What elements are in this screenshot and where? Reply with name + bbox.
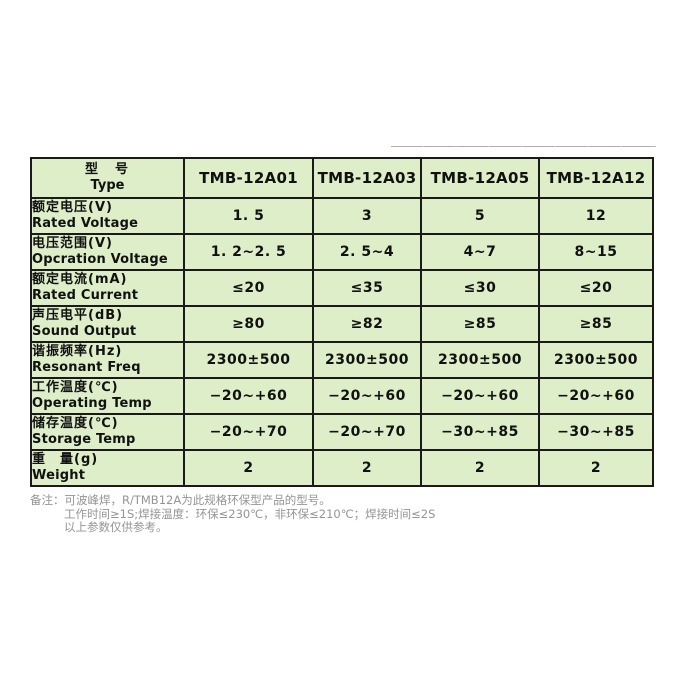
row-label-storage-temp: 储存温度(℃) Storage Temp [30, 413, 185, 451]
cell-value: −20~+60 [420, 377, 540, 415]
cell-value: 1. 2~2. 5 [183, 233, 314, 271]
cell-value: ≥85 [538, 305, 654, 343]
table-row-sound-output: 声压电平(dB) Sound Output ≥80 ≥82 ≥85 ≥85 [30, 305, 654, 343]
row-label-en: Opcration Voltage [32, 252, 168, 267]
header-model-tmb12a03: TMB-12A03 [312, 157, 422, 199]
table-row-operating-temp: 工作温度(℃) Operating Temp −20~+60 −20~+60 −… [30, 377, 654, 415]
cell-value: 2 [183, 449, 314, 487]
header-type-label-en: Type [90, 178, 125, 193]
row-label-en: Resonant Freq [32, 360, 141, 375]
row-label-resonant-freq: 谐振频率(Hz) Resonant Freq [30, 341, 185, 379]
header-model-tmb12a05: TMB-12A05 [420, 157, 540, 199]
table-row-resonant-freq: 谐振频率(Hz) Resonant Freq 2300±500 2300±500… [30, 341, 654, 379]
row-label-cn: 谐振频率(Hz) [32, 344, 123, 359]
cell-value: −30~+85 [420, 413, 540, 451]
cell-value: ≥80 [183, 305, 314, 343]
row-label-en: Weight [32, 468, 86, 483]
cell-value: 2 [312, 449, 422, 487]
row-label-sound-output: 声压电平(dB) Sound Output [30, 305, 185, 343]
footnote-line-2: 工作时间≥1S;焊接温度：环保≤230℃，非环保≤210℃；焊接时间≤2S [64, 506, 436, 521]
cell-value: 2300±500 [183, 341, 314, 379]
row-label-cn: 声压电平(dB) [32, 308, 124, 323]
cell-value: 2300±500 [312, 341, 422, 379]
row-label-cn: 重 量(g) [32, 452, 99, 467]
row-label-en: Rated Current [32, 288, 139, 303]
row-label-en: Rated Voltage [32, 216, 139, 231]
cell-value: ≤20 [538, 269, 654, 307]
table-row-rated-voltage: 额定电压(V) Rated Voltage 1. 5 3 5 12 [30, 197, 654, 235]
cell-value: −20~+60 [183, 377, 314, 415]
table-header-row: 型 号 Type TMB-12A01 TMB-12A03 TMB-12A05 T… [30, 157, 654, 199]
footnote-line-1: 备注：可波峰焊，R/TMB12A为此规格环保型产品的型号。 [30, 493, 331, 507]
table-row-weight: 重 量(g) Weight 2 2 2 2 [30, 449, 654, 487]
row-label-en: Sound Output [32, 324, 137, 339]
cell-value: 3 [312, 197, 422, 235]
cell-value: ≥85 [420, 305, 540, 343]
row-label-cn: 电压范围(V) [32, 236, 113, 251]
row-label-operating-temp: 工作温度(℃) Operating Temp [30, 377, 185, 415]
row-label-weight: 重 量(g) Weight [30, 449, 185, 487]
header-model-tmb12a12: TMB-12A12 [538, 157, 654, 199]
row-label-en: Storage Temp [32, 432, 136, 447]
header-type-cell: 型 号 Type [30, 157, 185, 199]
table-row-operation-voltage: 电压范围(V) Opcration Voltage 1. 2~2. 5 2. 5… [30, 233, 654, 271]
cell-value: ≤30 [420, 269, 540, 307]
cell-value: −30~+85 [538, 413, 654, 451]
dimension-ruler-line [391, 146, 656, 147]
cell-value: −20~+60 [538, 377, 654, 415]
row-label-cn: 储存温度(℃) [32, 416, 119, 431]
cell-value: 5 [420, 197, 540, 235]
cell-value: 2300±500 [420, 341, 540, 379]
header-model-tmb12a01: TMB-12A01 [183, 157, 314, 199]
cell-value: −20~+70 [183, 413, 314, 451]
row-label-operation-voltage: 电压范围(V) Opcration Voltage [30, 233, 185, 271]
row-label-cn: 额定电流(mA) [32, 272, 128, 287]
row-label-en: Operating Temp [32, 396, 152, 411]
cell-value: 8~15 [538, 233, 654, 271]
table-row-storage-temp: 储存温度(℃) Storage Temp −20~+70 −20~+70 −30… [30, 413, 654, 451]
cell-value: 2 [538, 449, 654, 487]
cell-value: 2300±500 [538, 341, 654, 379]
cell-value: 2 [420, 449, 540, 487]
cell-value: ≤35 [312, 269, 422, 307]
cell-value: 1. 5 [183, 197, 314, 235]
row-label-rated-current: 额定电流(mA) Rated Current [30, 269, 185, 307]
row-label-cn: 额定电压(V) [32, 200, 113, 215]
cell-value: 4~7 [420, 233, 540, 271]
cell-value: ≤20 [183, 269, 314, 307]
cell-value: −20~+60 [312, 377, 422, 415]
cell-value: −20~+70 [312, 413, 422, 451]
spec-table: 型 号 Type TMB-12A01 TMB-12A03 TMB-12A05 T… [30, 157, 654, 487]
header-type-label-cn: 型 号 [84, 162, 130, 177]
cell-value: ≥82 [312, 305, 422, 343]
footnote-line-3: 以上参数仅供参考。 [64, 520, 168, 534]
footnotes: 备注：可波峰焊，R/TMB12A为此规格环保型产品的型号。 工作时间≥1S;焊接… [30, 493, 650, 535]
table-row-rated-current: 额定电流(mA) Rated Current ≤20 ≤35 ≤30 ≤20 [30, 269, 654, 307]
row-label-rated-voltage: 额定电压(V) Rated Voltage [30, 197, 185, 235]
cell-value: 2. 5~4 [312, 233, 422, 271]
row-label-cn: 工作温度(℃) [32, 380, 119, 395]
cell-value: 12 [538, 197, 654, 235]
